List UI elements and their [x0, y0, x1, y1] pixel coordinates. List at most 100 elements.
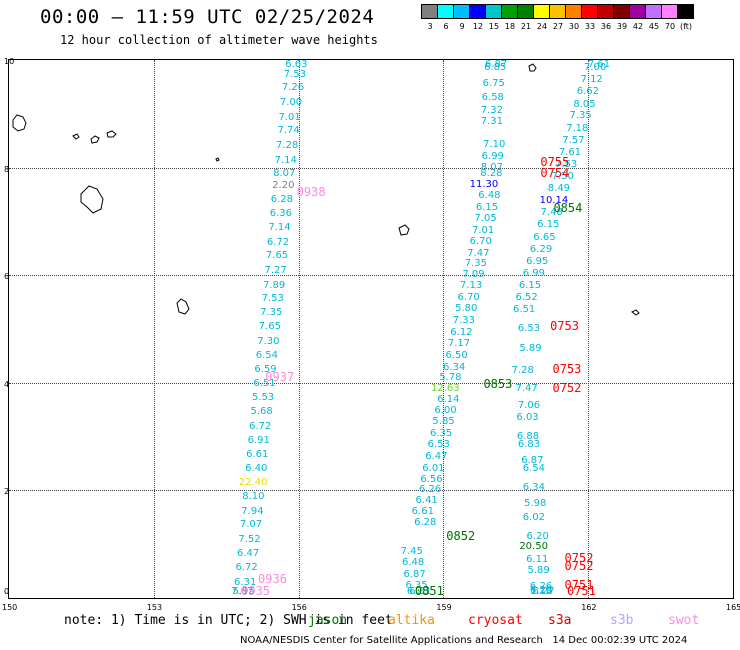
legend-label: 42 [632, 22, 644, 31]
legend-swatch [501, 4, 518, 19]
wave-height-value: 7.53 [283, 68, 307, 80]
lat-tick-label: 0 [4, 587, 10, 596]
lon-tick-label: 165 [726, 603, 740, 612]
wave-height-value: 6.62 [576, 86, 600, 98]
wave-height-value: 6.48 [402, 557, 425, 569]
wave-height-value: 6.54 [522, 462, 545, 474]
legend-swatch [597, 4, 614, 19]
wave-height-value: 7.61 [558, 147, 582, 159]
legend-swatch [549, 4, 566, 19]
wave-height-value: 7.01 [472, 224, 495, 236]
legend-label: 18 [504, 22, 516, 31]
wave-height-value: 6.53 [427, 438, 450, 450]
wave-height-value: 7.06 [517, 399, 541, 411]
satellite-legend-cryosat: cryosat [468, 613, 523, 628]
wave-height-value: 6.61 [246, 449, 269, 461]
wave-height-value: 5.78 [529, 586, 553, 597]
wave-height-value: 6.29 [529, 585, 553, 596]
wave-height-value: 6.87 [403, 568, 426, 580]
wave-height-value: 6.27 [532, 586, 555, 597]
wave-height-value: 6.51 [253, 378, 276, 390]
wave-height-value: 6.88 [516, 430, 540, 442]
grid-line-lat [9, 382, 733, 384]
wave-height-value: 7.31 [480, 115, 503, 127]
satellite-legend-altika: altika [388, 613, 435, 628]
lat-tick-label: 10 [4, 57, 15, 66]
map-subtitle: 12 hour collection of altimeter wave hei… [60, 33, 378, 47]
wave-height-value: 7.00 [279, 97, 303, 109]
wave-height-value: 8.49 [547, 183, 571, 195]
wave-height-value: 6.87 [521, 454, 544, 466]
wave-height-value: 7.27 [264, 264, 287, 276]
wave-height-value: 10.14 [539, 194, 569, 206]
island-outlines [12, 63, 640, 316]
legend-swatch [485, 4, 502, 19]
wave-height-value: 5.80 [455, 303, 478, 315]
wave-height-value: 6.00 [434, 405, 457, 417]
pass-time-label: 0752 [564, 558, 594, 573]
wave-height-value: 6.72 [266, 236, 290, 248]
pass-time-label: 0935 [241, 584, 271, 598]
wave-height-value: 6.34 [443, 361, 466, 373]
wave-height-value: 7.28 [276, 140, 299, 152]
wave-height-value: 6.40 [245, 462, 268, 474]
legend-swatch [517, 4, 534, 19]
wave-height-value: 7.35 [464, 258, 488, 270]
wave-height-value: 22.40 [238, 477, 268, 489]
pass-time-label: 0752 [552, 381, 582, 396]
satellite-legend-swot: swot [668, 613, 700, 628]
pass-time-label: 0751 [564, 577, 594, 592]
wave-height-value: 7.57 [562, 134, 585, 146]
lon-tick-label: 156 [291, 603, 307, 612]
wave-height-value: 6.47 [236, 547, 260, 559]
wave-height-value: 6.23 [406, 586, 430, 597]
wave-height-value: 6.35 [430, 427, 453, 439]
wave-height-value: 7.12 [580, 74, 603, 86]
wave-height-value: 7.10 [483, 139, 506, 150]
wave-height-value: 6.59 [254, 364, 277, 376]
legend-label: 24 [536, 22, 548, 31]
wave-height-value: 6.28 [414, 516, 437, 528]
legend-swatch [645, 4, 662, 19]
legend-swatch [469, 4, 486, 19]
wave-height-value: 7.07 [231, 586, 254, 597]
legend-label: 36 [600, 22, 612, 31]
pass-time-label: 0938 [296, 184, 326, 199]
wave-height-value: 5.85 [432, 416, 455, 428]
wave-height-value: 5.95 [232, 586, 255, 597]
legend-label: 3 [427, 22, 433, 31]
wave-height-value: 6.99 [481, 150, 504, 162]
wave-height-value: 6.34 [522, 481, 545, 493]
lat-tick-label: 6 [4, 272, 10, 282]
wave-height-value: 6.85 [484, 62, 507, 74]
wave-height-value: 7.17 [447, 338, 471, 350]
wave-height-value: 7.47 [467, 247, 490, 259]
wave-height-value: 7.65 [258, 321, 281, 333]
legend-swatches [421, 4, 694, 19]
wave-height-value: 6.01 [422, 462, 445, 474]
wave-height-value: 6.14 [437, 394, 460, 406]
lon-tick-label: 159 [436, 603, 452, 612]
wave-height-value: 6.20 [526, 531, 549, 543]
wave-height-value: 6.26 [418, 484, 442, 496]
legend-swatch [421, 4, 438, 19]
wave-height-value: 8.07 [273, 168, 296, 180]
wave-height-value: 6.53 [517, 323, 541, 334]
wave-height-value: 5.98 [524, 497, 547, 509]
wave-height-value: 7.48 [540, 207, 563, 219]
wave-height-value: 6.15 [475, 201, 499, 213]
grid-line-lon [443, 60, 445, 598]
legend-label: 21 [520, 22, 532, 31]
wave-height-value: 6.12 [450, 326, 473, 338]
wave-height-value: 7.50 [551, 171, 574, 183]
map-plot-area[interactable]: 6.63 7.53 7.26 7.00 7.01 7.74 7.28 7.14 8.07 2.20… [8, 59, 734, 599]
wave-height-value: 6.15 [537, 219, 560, 231]
wave-height-value: 2.20 [272, 180, 295, 192]
wave-height-value: 6.95 [526, 255, 549, 267]
legend-label: 12 [472, 22, 484, 31]
legend-label: 15 [488, 22, 500, 31]
legend-swatch [629, 4, 646, 19]
wave-height-value: 6.35 [405, 580, 428, 592]
footer-note: note: 1) Time is in UTC; 2) SWH is in fe… [64, 613, 393, 628]
wave-height-value: 5.78 [439, 372, 462, 384]
